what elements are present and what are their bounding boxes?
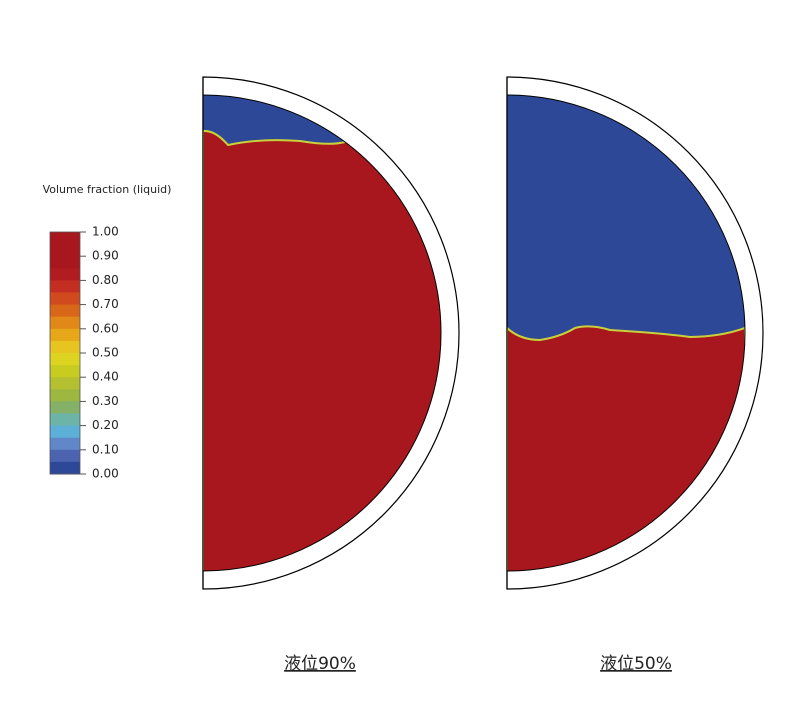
colorbar-tick-label: 0.60 <box>92 321 119 335</box>
colorbar-band <box>50 413 80 427</box>
colorbar-band <box>50 437 80 451</box>
colorbar-band <box>50 365 80 378</box>
colorbar-band <box>50 292 80 306</box>
colorbar-tick-label: 0.90 <box>92 249 119 263</box>
colorbar-band <box>50 304 80 318</box>
panel-left <box>202 76 460 590</box>
colorbar-band <box>50 340 80 354</box>
colorbar-tick-label: 0.40 <box>92 370 119 384</box>
caption: 液位90% <box>284 654 356 674</box>
colorbar-tick-label: 0.50 <box>92 346 119 360</box>
colorbar-band <box>50 401 80 414</box>
colorbar-title: Volume fraction (liquid) <box>43 183 172 196</box>
colorbar-band <box>50 316 80 330</box>
panel-right <box>506 76 764 590</box>
colorbar-tick-label: 1.00 <box>92 225 119 239</box>
colorbar-band <box>50 449 80 463</box>
colorbar-band <box>50 280 80 293</box>
caption: 液位50% <box>600 654 672 674</box>
colorbar-tick-label: 0.00 <box>92 467 119 481</box>
colorbar-band <box>50 353 80 366</box>
colorbar-tick-label: 0.10 <box>92 442 119 456</box>
colorbar-band <box>50 425 80 439</box>
colorbar-band <box>50 244 80 257</box>
colorbar-band <box>50 268 80 281</box>
colorbar <box>50 232 80 475</box>
colorbar-tick-label: 0.30 <box>92 394 119 408</box>
colorbar-tick-label: 0.20 <box>92 418 119 432</box>
colorbar-tick-label: 0.70 <box>92 297 119 311</box>
colorbar-band <box>50 377 80 390</box>
colorbar-band <box>50 232 80 245</box>
colorbar-band <box>50 461 80 475</box>
colorbar-tick-label: 0.80 <box>92 273 119 287</box>
colorbar-band <box>50 389 80 402</box>
colorbar-ticks: 1.00 0.90 0.80 0.70 0.60 0.50 0.40 0.30 0.20 0.10… <box>80 225 119 481</box>
colorbar-band <box>50 328 80 342</box>
colorbar-band <box>50 256 80 269</box>
